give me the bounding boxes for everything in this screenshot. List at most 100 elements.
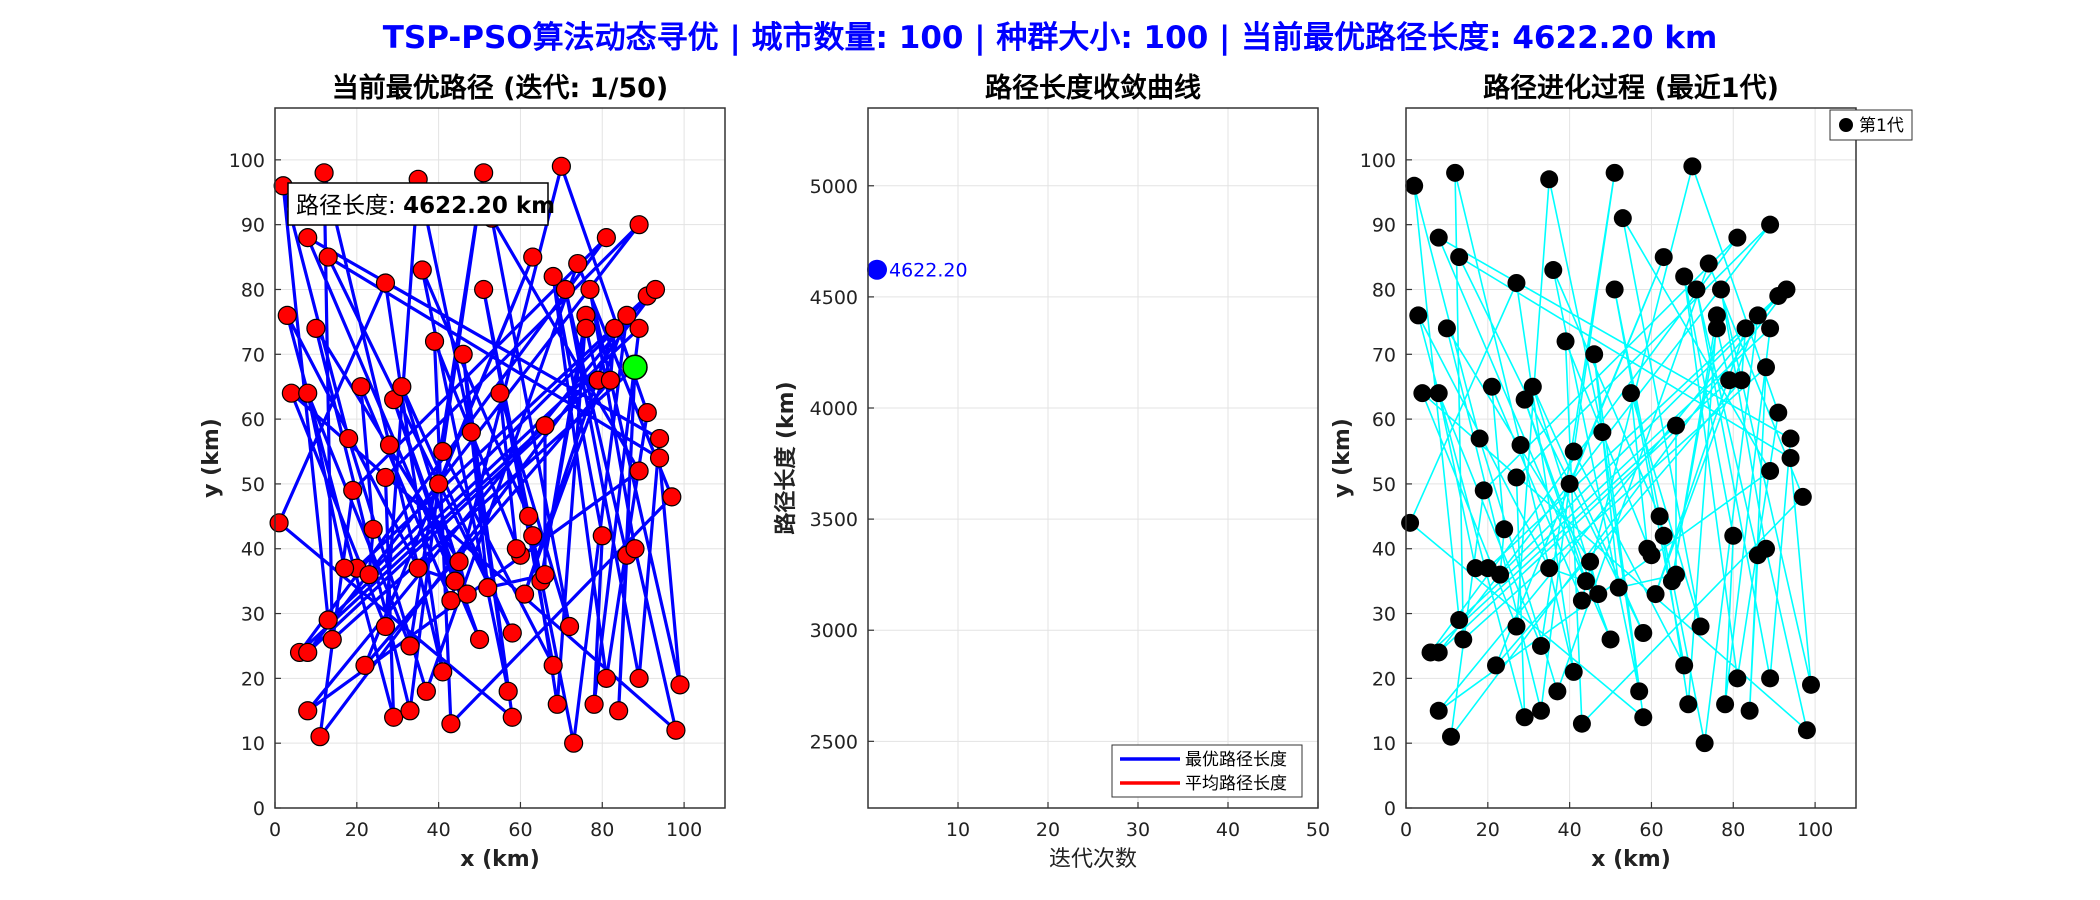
city-marker: [400, 636, 420, 656]
city-marker: [1679, 695, 1698, 714]
city-marker: [629, 318, 649, 338]
city-marker: [1409, 306, 1428, 325]
city-marker: [535, 415, 555, 436]
city-marker: [269, 513, 289, 533]
city-marker: [670, 675, 690, 695]
city-marker: [1572, 591, 1591, 610]
y-tick-label: 4000: [810, 398, 858, 420]
city-marker: [318, 610, 338, 630]
city-marker: [379, 435, 400, 455]
city-marker: [1564, 662, 1583, 681]
city-marker: [564, 733, 584, 753]
route-line: [1409, 165, 1812, 744]
y-tick-label: 2500: [810, 731, 858, 753]
city-marker: [1716, 695, 1735, 714]
city-marker: [490, 383, 510, 403]
city-marker: [400, 701, 420, 721]
city-marker: [1646, 585, 1665, 604]
y-tick-label: 100: [1360, 150, 1396, 172]
panel-best-route-ylabel: y (km): [199, 418, 224, 498]
y-tick-label: 20: [1372, 668, 1396, 690]
city-marker: [1523, 377, 1542, 396]
city-marker: [416, 681, 436, 701]
city-marker: [523, 526, 543, 546]
city-marker: [576, 318, 596, 338]
city-marker: [375, 616, 396, 637]
city-marker: [1532, 701, 1550, 720]
panel-evolution-axes: [1405, 107, 1857, 809]
city-marker: [1781, 429, 1800, 448]
city-marker: [429, 474, 449, 494]
city-marker: [1781, 449, 1800, 467]
legend-average-label: 平均路径长度: [1185, 774, 1287, 794]
x-tick-label: 20: [1036, 819, 1060, 841]
city-marker: [1507, 617, 1526, 636]
convergence-legend: 最优路径长度 平均路径长度: [1111, 744, 1303, 798]
city-marker: [318, 247, 338, 267]
city-marker: [662, 487, 682, 507]
city-marker: [1748, 306, 1767, 325]
panel-evolution-xlabel: x (km): [1591, 847, 1671, 872]
city-marker: [1761, 461, 1780, 480]
city-marker: [1777, 280, 1796, 299]
city-marker: [1454, 630, 1473, 649]
point-value-label: 4622.20: [889, 260, 968, 282]
city-marker: [1757, 539, 1775, 558]
city-marker: [1560, 474, 1579, 493]
city-marker: [1507, 468, 1526, 487]
y-tick-label: 30: [1372, 604, 1396, 626]
city-marker: [1638, 539, 1657, 558]
city-marker: [461, 422, 481, 442]
city-marker: [424, 331, 445, 351]
city-marker: [1450, 248, 1469, 267]
city-marker: [1675, 656, 1694, 675]
x-tick-label: 0: [1400, 819, 1412, 841]
legend-generation-marker: [1839, 118, 1853, 132]
x-tick-label: 10: [946, 819, 970, 841]
city-marker: [1699, 254, 1718, 273]
city-marker: [1577, 572, 1595, 591]
city-marker: [277, 305, 297, 326]
city-marker: [1654, 526, 1673, 545]
city-marker: [514, 584, 535, 604]
city-marker: [1482, 377, 1501, 396]
city-marker: [629, 215, 649, 235]
city-marker: [1429, 384, 1448, 403]
city-marker: [666, 720, 686, 740]
city-marker: [1437, 319, 1456, 338]
city-marker: [502, 707, 522, 727]
city-marker: [1712, 280, 1730, 299]
city-marker: [568, 253, 588, 274]
city-marker: [1797, 721, 1816, 740]
city-marker: [1446, 163, 1465, 182]
best-route-path: [277, 164, 682, 745]
city-marker: [359, 565, 379, 585]
city-marker: [1691, 617, 1710, 636]
y-tick-label: 80: [1372, 279, 1396, 301]
city-marker: [343, 480, 363, 501]
city-marker: [1511, 436, 1530, 455]
city-marker: [453, 344, 473, 364]
city-marker: [1605, 280, 1624, 299]
city-marker: [1634, 624, 1653, 642]
y-tick-label: 3500: [810, 509, 858, 531]
city-marker: [351, 377, 371, 397]
y-tick-label: 90: [241, 215, 265, 237]
city-marker: [649, 428, 670, 449]
city-marker: [1515, 390, 1534, 409]
city-marker: [1556, 332, 1575, 351]
city-marker: [596, 228, 616, 248]
city-marker: [1429, 701, 1448, 720]
y-tick-label: 90: [1372, 215, 1396, 237]
city-marker: [637, 403, 657, 423]
city-marker: [298, 383, 318, 403]
city-marker: [1564, 442, 1583, 461]
panel-best-route-axes: [274, 107, 726, 809]
city-marker: [339, 428, 359, 449]
city-marker: [629, 668, 649, 688]
annotation-value: 4622.20 km: [403, 193, 555, 219]
city-marker: [457, 584, 477, 604]
city-marker: [592, 526, 612, 546]
city-marker: [535, 565, 555, 585]
city-marker: [1470, 429, 1489, 448]
